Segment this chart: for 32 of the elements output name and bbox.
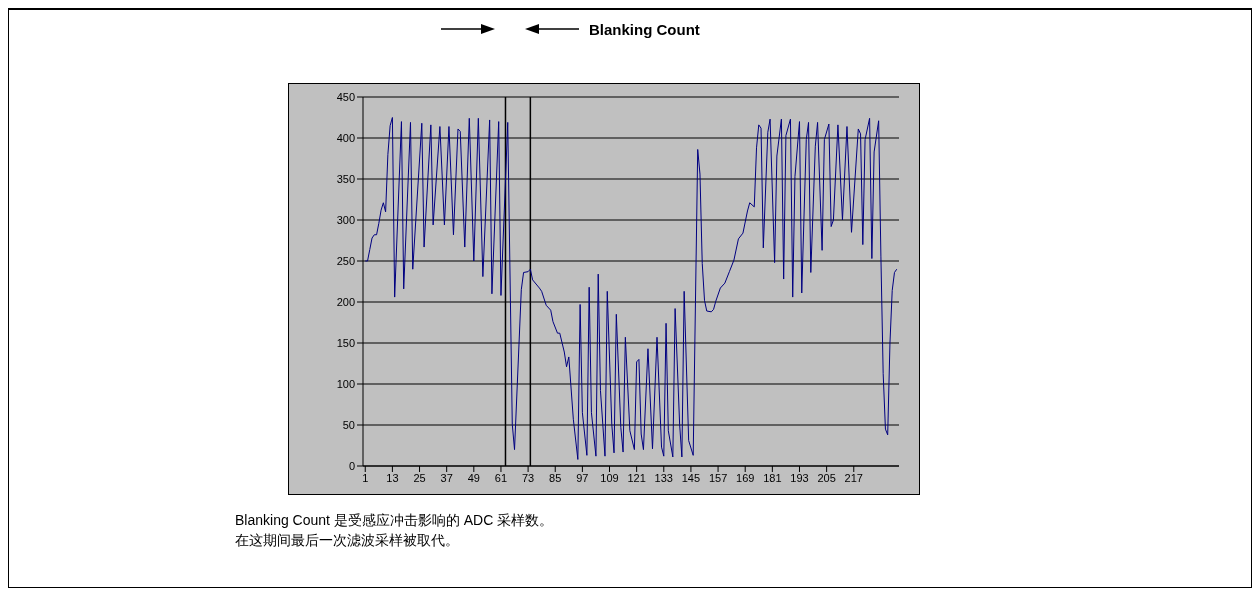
x-tick-label: 169 [736, 471, 755, 484]
text: 在这期间最后一次滤波采样被取代。 [235, 531, 460, 550]
y-tick-label: 100 [336, 377, 355, 390]
y-tick-label: 250 [336, 254, 355, 267]
x-tick-label: 205 [817, 471, 836, 484]
y-tick-label: 450 [336, 90, 355, 103]
y-tick-label: 200 [336, 295, 355, 308]
x-tick-label: 121 [627, 471, 646, 484]
x-tick-label: 61 [494, 471, 508, 484]
x-tick-label: 25 [413, 471, 426, 484]
y-tick-label: 400 [336, 131, 355, 144]
x-tick-label: 85 [549, 471, 562, 484]
x-tick-label: 193 [790, 471, 809, 484]
x-tick-label: 109 [600, 471, 619, 484]
x-tick-label: 1 [362, 471, 369, 484]
x-tick-label: 37 [440, 471, 453, 484]
text: Blanking Count 是受感应冲击影响的 ADC 采样数。 [235, 511, 554, 530]
x-tick-label: 133 [654, 471, 673, 484]
x-tick-label: 217 [844, 471, 863, 484]
x-tick-label: 73 [521, 471, 535, 484]
x-tick-label: 181 [763, 471, 782, 484]
y-tick-label: 350 [336, 172, 355, 185]
x-tick-label: 49 [467, 471, 480, 484]
text: Blanking Count [589, 20, 700, 38]
x-tick-label: 97 [576, 471, 589, 484]
x-tick-label: 157 [708, 471, 728, 484]
y-tick-label: 300 [336, 213, 355, 226]
y-tick-label: 0 [348, 459, 355, 472]
y-tick-label: 50 [342, 418, 355, 431]
x-tick-label: 13 [386, 471, 399, 484]
y-tick-label: 150 [336, 336, 355, 349]
x-tick-label: 145 [681, 471, 701, 484]
